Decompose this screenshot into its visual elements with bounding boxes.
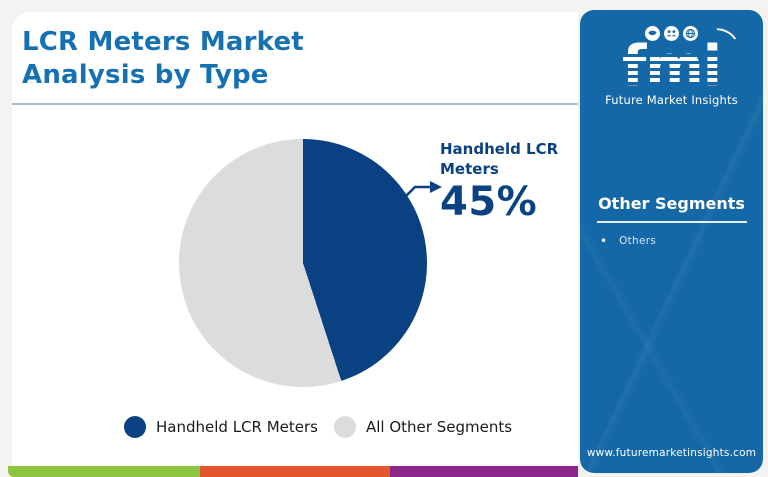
title-line-2: Analysis by Type [22, 59, 269, 90]
header-divider [12, 103, 578, 105]
footer-bar-green [8, 466, 200, 477]
sidebar-heading-underline [597, 221, 747, 223]
sidebar-item-label: Others [619, 235, 657, 247]
logo-stripe-overlay [618, 50, 725, 88]
annotation-label: Handheld LCR Meters [440, 140, 559, 178]
fmi-logo: fmi Future Market Insights [580, 24, 763, 108]
people-icon [663, 26, 679, 41]
sidebar: fmi Future Market Insights Other Segment… [580, 10, 763, 473]
page-title: LCR Meters Market Analysis by Type [22, 26, 304, 92]
logo-icon-row [626, 24, 741, 52]
sidebar-heading: Other Segments [598, 194, 745, 213]
title-line-1: LCR Meters Market [22, 27, 304, 57]
website-link[interactable]: www.futuremarketinsights.com [586, 447, 757, 459]
chart-legend: Handheld LCR Meters All Other Segments [124, 416, 512, 438]
legend-item-handheld: Handheld LCR Meters [124, 416, 318, 438]
pie-annotation: Handheld LCR Meters 45% [440, 140, 572, 223]
sidebar-list-item-others: • Others [600, 235, 656, 247]
chart-panel: LCR Meters Market Analysis by Type Handh… [12, 12, 578, 466]
legend-swatch-handheld [124, 416, 146, 438]
sidebar-list: • Others [600, 235, 656, 247]
logo-subtitle: Future Market Insights [605, 93, 738, 108]
map-icon [644, 26, 660, 41]
legend-label-others: All Other Segments [365, 418, 513, 436]
legend-item-others: All Other Segments [333, 416, 513, 438]
footer-bar-orange [200, 466, 390, 477]
legend-swatch-others [333, 416, 356, 438]
pie-chart [179, 139, 427, 387]
bullet-icon: • [600, 234, 608, 248]
footer-bar-purple [390, 466, 578, 477]
logo-wordmark: fmi [618, 39, 725, 95]
globe-icon [682, 26, 698, 41]
legend-label-handheld: Handheld LCR Meters [156, 418, 318, 436]
annotation-arrow [399, 181, 442, 203]
footer-color-bar [8, 466, 578, 477]
annotation-value: 45% [440, 179, 538, 225]
